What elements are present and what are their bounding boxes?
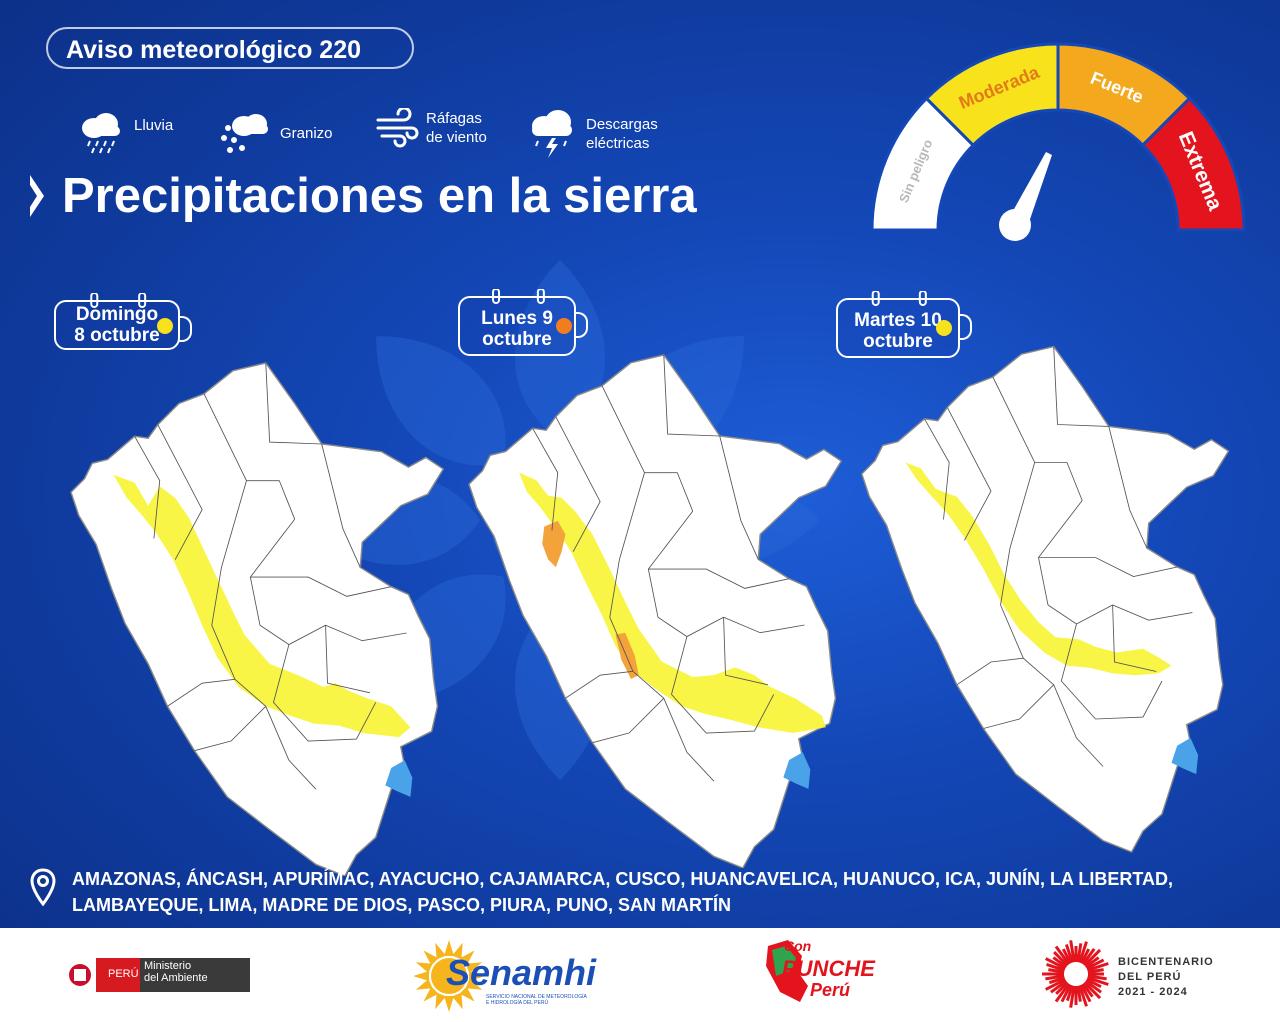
peru-map-day-1 bbox=[70, 362, 445, 876]
peru-map-day-2 bbox=[468, 354, 843, 868]
peru-coat-of-arms-icon bbox=[69, 958, 250, 992]
warning-level-dot bbox=[157, 318, 173, 334]
calendar-rings-icon bbox=[871, 291, 927, 306]
moderate-warning-area bbox=[519, 472, 826, 733]
peru-label: PERÚ bbox=[108, 968, 139, 980]
date-label-day-1: Domingo 8 octubre bbox=[54, 293, 192, 350]
affected-regions: AMAZONAS, ÁNCASH, APURÍMAC, AYACUCHO, CA… bbox=[30, 866, 1260, 918]
legend-rain-label: Lluvia bbox=[134, 116, 174, 134]
chevron-right-icon bbox=[30, 175, 44, 217]
legend-wind: Ráfagas de viento bbox=[376, 108, 496, 148]
department-borders bbox=[532, 354, 805, 782]
pill-tab bbox=[958, 314, 972, 340]
warning-level-dot bbox=[936, 320, 952, 336]
hail-cloud-icon bbox=[221, 114, 268, 153]
date-line-2: 8 octubre bbox=[74, 325, 160, 346]
headline: Precipitaciones en la sierra bbox=[28, 168, 697, 224]
bicent-line-3: 2021 - 2024 bbox=[1118, 986, 1188, 998]
regions-list: AMAZONAS, ÁNCASH, APURÍMAC, AYACUCHO, CA… bbox=[72, 869, 1174, 915]
lightning-cloud-icon bbox=[532, 110, 572, 158]
department-borders bbox=[924, 346, 1193, 767]
moderate-warning-area bbox=[113, 474, 411, 738]
legend-hail-label: Granizo bbox=[280, 124, 333, 142]
wind-gust-icon bbox=[376, 108, 419, 148]
date-line-1: Domingo bbox=[75, 304, 159, 325]
senamhi-sub-1: SERVICIO NACIONAL DE METEOROLOGÍA bbox=[486, 994, 587, 1000]
calendar-rings-icon bbox=[90, 293, 147, 308]
senamhi-sub-2: E HIDROLOGÍA DEL PERÚ bbox=[486, 1000, 549, 1006]
moderate-warning-area bbox=[905, 462, 1172, 676]
strong-warning-area-1 bbox=[542, 520, 566, 568]
peru-map-icon bbox=[766, 940, 808, 1002]
bicentenario-emblem-icon bbox=[1042, 940, 1109, 1008]
date-label-day-2: Lunes 9 octubre bbox=[458, 289, 588, 356]
peru-outline bbox=[468, 354, 843, 868]
legend-hail: Granizo bbox=[218, 110, 333, 156]
date-line-2: octubre bbox=[482, 329, 552, 350]
peru-outline bbox=[70, 362, 445, 876]
gauge-needle bbox=[999, 152, 1052, 241]
legend-rain: Lluvia bbox=[76, 110, 173, 156]
gauge-segment-3 bbox=[1140, 96, 1246, 232]
punche-word-3: Perú bbox=[810, 980, 851, 1000]
bicent-line-1: BICENTENARIO bbox=[1118, 956, 1214, 968]
lake-titicaca bbox=[783, 752, 811, 789]
senamhi-logo: Senamhi SERVICIO NACIONAL DE METEOROLOGÍ… bbox=[413, 938, 604, 1014]
peru-map-day-3 bbox=[860, 345, 1230, 853]
bulletin-title: Aviso meteorológico 220 bbox=[46, 27, 414, 69]
legend-lightning-label: Descargas eléctricas bbox=[586, 116, 658, 152]
legend-lightning: Descargas eléctricas bbox=[526, 108, 658, 160]
rain-cloud-icon bbox=[82, 113, 120, 154]
footer-logos: PERÚ Ministerio del Ambiente Senamhi SER… bbox=[0, 928, 1280, 1022]
department-borders bbox=[134, 362, 407, 790]
ministry-line-1: Ministerio bbox=[144, 960, 192, 972]
date-line-1: Lunes 9 bbox=[481, 308, 553, 329]
ministry-line-2: del Ambiente bbox=[144, 972, 208, 984]
legend-wind-label: Ráfagas de viento bbox=[426, 110, 487, 146]
ministerio-ambiente-logo: PERÚ Ministerio del Ambiente bbox=[66, 954, 252, 1001]
punche-word-2: PUNCHE bbox=[782, 956, 875, 981]
headline-text: Precipitaciones en la sierra bbox=[62, 169, 697, 223]
warning-level-dot bbox=[556, 318, 572, 334]
senamhi-name: Senamhi bbox=[446, 952, 597, 993]
lake-titicaca bbox=[1171, 738, 1199, 775]
lake-titicaca bbox=[385, 760, 413, 797]
peru-outline bbox=[860, 345, 1230, 853]
pill-tab bbox=[574, 312, 588, 338]
pill-tab bbox=[178, 316, 192, 342]
con-punche-peru-logo: Con PUNCHE Perú bbox=[758, 936, 888, 1016]
bicent-line-2: DEL PERÚ bbox=[1118, 971, 1182, 983]
calendar-rings-icon bbox=[492, 289, 545, 304]
location-pin-icon bbox=[30, 868, 56, 906]
senamhi-sun-icon bbox=[413, 940, 485, 1012]
date-label-day-3: Martes 10 octubre bbox=[836, 291, 972, 358]
date-line-1: Martes 10 bbox=[854, 310, 942, 331]
bicentenario-logo: BICENTENARIO DEL PERÚ 2021 - 2024 bbox=[1040, 938, 1240, 1014]
punche-word-1: Con bbox=[784, 938, 812, 954]
date-line-2: octubre bbox=[863, 331, 933, 352]
